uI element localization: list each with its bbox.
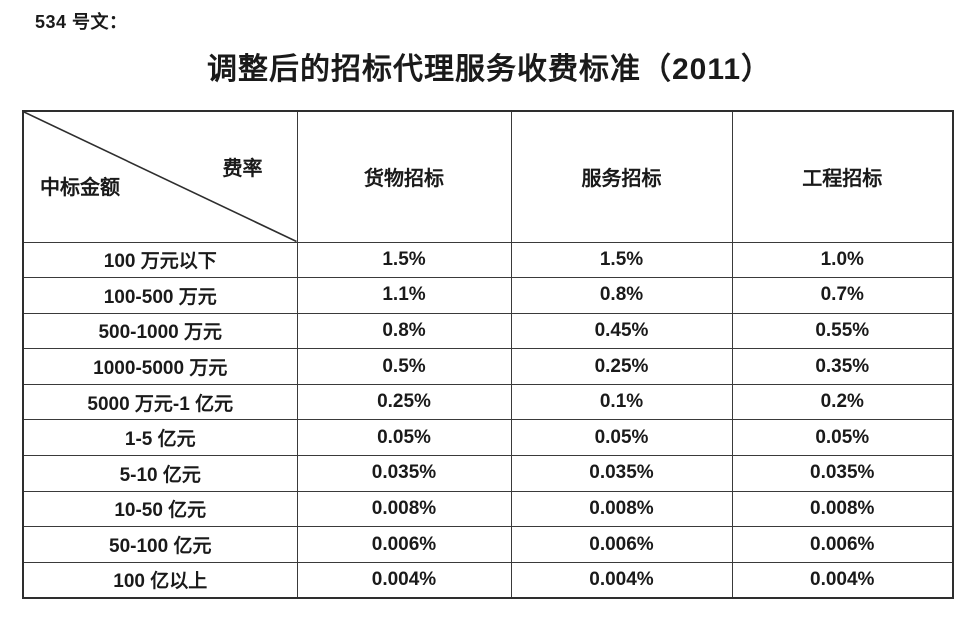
rate-cell: 0.035% xyxy=(296,455,512,492)
amount-range-cell: 500-1000 万元 xyxy=(22,312,298,350)
rate-cell: 1.5% xyxy=(510,241,733,279)
diagonal-divider-line xyxy=(24,112,297,242)
rate-cell: 0.05% xyxy=(510,419,733,457)
amount-range-cell: 100-500 万元 xyxy=(22,277,298,314)
amount-range-cell: 5-10 亿元 xyxy=(22,455,298,492)
table-row: 50-100 亿元 0.006% 0.006% 0.006% xyxy=(22,526,954,563)
amount-range-cell: 1000-5000 万元 xyxy=(22,348,298,385)
rate-cell: 0.2% xyxy=(731,383,954,421)
table-row: 100 亿以上 0.004% 0.004% 0.004% xyxy=(22,561,954,599)
rate-cell: 1.5% xyxy=(296,241,512,279)
header-row: 费率 中标金额 货物招标 服务招标 工程招标 xyxy=(22,110,954,243)
rate-cell: 0.008% xyxy=(296,490,512,528)
rate-cell: 0.004% xyxy=(510,561,733,599)
page-title: 调整后的招标代理服务收费标准（2011） xyxy=(206,53,773,86)
amount-range-cell: 50-100 亿元 xyxy=(22,526,298,563)
rate-cell: 0.004% xyxy=(296,561,512,599)
table-row: 5000 万元-1 亿元 0.25% 0.1% 0.2% xyxy=(22,383,954,421)
amount-range-cell: 5000 万元-1 亿元 xyxy=(22,383,298,421)
rate-cell: 1.0% xyxy=(731,241,954,279)
rate-cell: 0.5% xyxy=(296,348,512,385)
rate-cell: 1.1% xyxy=(296,277,512,314)
rate-cell: 0.006% xyxy=(731,526,954,563)
column-header-service: 服务招标 xyxy=(510,110,733,243)
document-number-label: 534 号文： xyxy=(35,12,128,32)
corner-label-amount: 中标金额 xyxy=(40,176,120,199)
table-body: 100 万元以下 1.5% 1.5% 1.0% 100-500 万元 1.1% … xyxy=(22,241,954,599)
rate-cell: 0.035% xyxy=(510,455,733,492)
rate-cell: 0.035% xyxy=(731,455,954,492)
table-row: 5-10 亿元 0.035% 0.035% 0.035% xyxy=(22,455,954,492)
amount-range-cell: 1-5 亿元 xyxy=(22,419,298,457)
column-header-goods: 货物招标 xyxy=(296,110,512,243)
rate-cell: 0.1% xyxy=(510,383,733,421)
rate-cell: 0.008% xyxy=(510,490,733,528)
amount-range-cell: 10-50 亿元 xyxy=(22,490,298,528)
rate-cell: 0.05% xyxy=(731,419,954,457)
table-row: 10-50 亿元 0.008% 0.008% 0.008% xyxy=(22,490,954,528)
rate-cell: 0.25% xyxy=(510,348,733,385)
amount-range-cell: 100 万元以下 xyxy=(22,241,298,279)
fee-rate-table: 费率 中标金额 货物招标 服务招标 工程招标 100 万元以下 1.5% 1.5… xyxy=(22,110,954,599)
rate-cell: 0.004% xyxy=(731,561,954,599)
rate-cell: 0.006% xyxy=(510,526,733,563)
rate-cell: 0.45% xyxy=(510,312,733,350)
rate-cell: 0.8% xyxy=(296,312,512,350)
rate-cell: 0.35% xyxy=(731,348,954,385)
rate-cell: 0.7% xyxy=(731,277,954,314)
column-header-engineering: 工程招标 xyxy=(731,110,954,243)
rate-cell: 0.05% xyxy=(296,419,512,457)
table-row: 1-5 亿元 0.05% 0.05% 0.05% xyxy=(22,419,954,457)
rate-cell: 0.55% xyxy=(731,312,954,350)
rate-cell: 0.8% xyxy=(510,277,733,314)
table-header: 费率 中标金额 货物招标 服务招标 工程招标 xyxy=(22,110,954,243)
table-row: 100-500 万元 1.1% 0.8% 0.7% xyxy=(22,277,954,314)
rate-cell: 0.008% xyxy=(731,490,954,528)
table-row: 500-1000 万元 0.8% 0.45% 0.55% xyxy=(22,312,954,350)
diagonal-corner-cell: 费率 中标金额 xyxy=(22,110,298,243)
table-row: 100 万元以下 1.5% 1.5% 1.0% xyxy=(22,241,954,279)
rate-cell: 0.25% xyxy=(296,383,512,421)
corner-label-rate: 费率 xyxy=(222,158,263,180)
rate-cell: 0.006% xyxy=(296,526,512,563)
amount-range-cell: 100 亿以上 xyxy=(22,561,298,599)
table-row: 1000-5000 万元 0.5% 0.25% 0.35% xyxy=(22,348,954,385)
